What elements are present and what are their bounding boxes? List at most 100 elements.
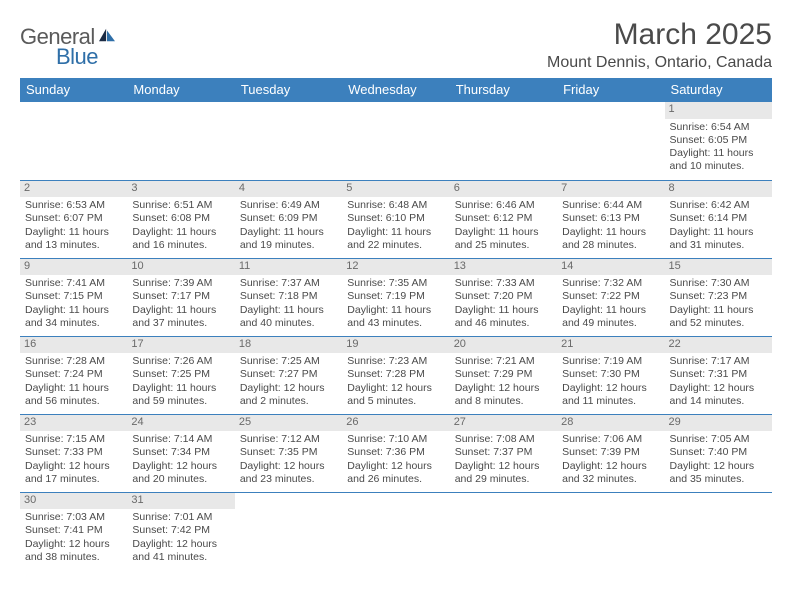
calendar-cell: 5Sunrise: 6:48 AMSunset: 6:10 PMDaylight… xyxy=(342,180,449,258)
sunset-text: Sunset: 6:09 PM xyxy=(240,212,337,225)
sunset-text: Sunset: 7:42 PM xyxy=(132,524,229,537)
sunset-text: Sunset: 7:39 PM xyxy=(562,446,659,459)
day-number: 21 xyxy=(557,337,664,354)
sunrise-text: Sunrise: 7:30 AM xyxy=(670,277,767,290)
calendar-cell xyxy=(450,102,557,180)
day-number: 8 xyxy=(665,181,772,198)
title-block: March 2025 Mount Dennis, Ontario, Canada xyxy=(547,18,772,72)
sunset-text: Sunset: 6:10 PM xyxy=(347,212,444,225)
daylight-text: Daylight: 11 hours and 13 minutes. xyxy=(25,226,122,252)
sunset-text: Sunset: 7:24 PM xyxy=(25,368,122,381)
day-number: 31 xyxy=(127,493,234,510)
calendar-cell: 30Sunrise: 7:03 AMSunset: 7:41 PMDayligh… xyxy=(20,492,127,570)
daylight-text: Daylight: 11 hours and 40 minutes. xyxy=(240,304,337,330)
calendar-cell: 6Sunrise: 6:46 AMSunset: 6:12 PMDaylight… xyxy=(450,180,557,258)
daylight-text: Daylight: 11 hours and 52 minutes. xyxy=(670,304,767,330)
daylight-text: Daylight: 11 hours and 10 minutes. xyxy=(670,147,767,173)
calendar-week: 16Sunrise: 7:28 AMSunset: 7:24 PMDayligh… xyxy=(20,336,772,414)
sunset-text: Sunset: 6:12 PM xyxy=(455,212,552,225)
day-number: 30 xyxy=(20,493,127,510)
day-number: 7 xyxy=(557,181,664,198)
sunset-text: Sunset: 7:29 PM xyxy=(455,368,552,381)
sunset-text: Sunset: 7:15 PM xyxy=(25,290,122,303)
sunrise-text: Sunrise: 7:01 AM xyxy=(132,511,229,524)
calendar-week: 2Sunrise: 6:53 AMSunset: 6:07 PMDaylight… xyxy=(20,180,772,258)
calendar-cell: 19Sunrise: 7:23 AMSunset: 7:28 PMDayligh… xyxy=(342,336,449,414)
day-number: 15 xyxy=(665,259,772,276)
daylight-text: Daylight: 12 hours and 35 minutes. xyxy=(670,460,767,486)
daylight-text: Daylight: 11 hours and 59 minutes. xyxy=(132,382,229,408)
sunset-text: Sunset: 7:19 PM xyxy=(347,290,444,303)
sunrise-text: Sunrise: 7:25 AM xyxy=(240,355,337,368)
calendar-cell: 20Sunrise: 7:21 AMSunset: 7:29 PMDayligh… xyxy=(450,336,557,414)
sunrise-text: Sunrise: 7:28 AM xyxy=(25,355,122,368)
sunrise-text: Sunrise: 6:51 AM xyxy=(132,199,229,212)
day-number: 1 xyxy=(665,102,772,119)
calendar-week: 9Sunrise: 7:41 AMSunset: 7:15 PMDaylight… xyxy=(20,258,772,336)
daylight-text: Daylight: 12 hours and 41 minutes. xyxy=(132,538,229,564)
sunrise-text: Sunrise: 7:35 AM xyxy=(347,277,444,290)
day-number: 29 xyxy=(665,415,772,432)
calendar-cell: 27Sunrise: 7:08 AMSunset: 7:37 PMDayligh… xyxy=(450,414,557,492)
sunrise-text: Sunrise: 7:26 AM xyxy=(132,355,229,368)
daylight-text: Daylight: 12 hours and 14 minutes. xyxy=(670,382,767,408)
daylight-text: Daylight: 11 hours and 49 minutes. xyxy=(562,304,659,330)
calendar-cell: 8Sunrise: 6:42 AMSunset: 6:14 PMDaylight… xyxy=(665,180,772,258)
calendar-cell xyxy=(342,492,449,570)
day-number: 28 xyxy=(557,415,664,432)
daylight-text: Daylight: 12 hours and 20 minutes. xyxy=(132,460,229,486)
sunrise-text: Sunrise: 6:44 AM xyxy=(562,199,659,212)
calendar-cell: 16Sunrise: 7:28 AMSunset: 7:24 PMDayligh… xyxy=(20,336,127,414)
sunrise-text: Sunrise: 6:53 AM xyxy=(25,199,122,212)
sunrise-text: Sunrise: 6:46 AM xyxy=(455,199,552,212)
calendar-cell: 22Sunrise: 7:17 AMSunset: 7:31 PMDayligh… xyxy=(665,336,772,414)
calendar-cell: 7Sunrise: 6:44 AMSunset: 6:13 PMDaylight… xyxy=(557,180,664,258)
day-number: 19 xyxy=(342,337,449,354)
daylight-text: Daylight: 12 hours and 29 minutes. xyxy=(455,460,552,486)
day-header: Friday xyxy=(557,78,664,102)
sunrise-text: Sunrise: 7:10 AM xyxy=(347,433,444,446)
sunset-text: Sunset: 7:28 PM xyxy=(347,368,444,381)
calendar-cell: 1Sunrise: 6:54 AMSunset: 6:05 PMDaylight… xyxy=(665,102,772,180)
sunrise-text: Sunrise: 7:12 AM xyxy=(240,433,337,446)
day-number: 14 xyxy=(557,259,664,276)
sunset-text: Sunset: 7:33 PM xyxy=(25,446,122,459)
sunrise-text: Sunrise: 7:37 AM xyxy=(240,277,337,290)
sunrise-text: Sunrise: 7:17 AM xyxy=(670,355,767,368)
calendar-cell: 12Sunrise: 7:35 AMSunset: 7:19 PMDayligh… xyxy=(342,258,449,336)
sunrise-text: Sunrise: 7:33 AM xyxy=(455,277,552,290)
daylight-text: Daylight: 12 hours and 11 minutes. xyxy=(562,382,659,408)
day-number: 20 xyxy=(450,337,557,354)
sunset-text: Sunset: 7:22 PM xyxy=(562,290,659,303)
calendar-week: 30Sunrise: 7:03 AMSunset: 7:41 PMDayligh… xyxy=(20,492,772,570)
daylight-text: Daylight: 11 hours and 22 minutes. xyxy=(347,226,444,252)
day-number: 5 xyxy=(342,181,449,198)
sunrise-text: Sunrise: 7:32 AM xyxy=(562,277,659,290)
daylight-text: Daylight: 12 hours and 17 minutes. xyxy=(25,460,122,486)
calendar-cell: 14Sunrise: 7:32 AMSunset: 7:22 PMDayligh… xyxy=(557,258,664,336)
daylight-text: Daylight: 11 hours and 43 minutes. xyxy=(347,304,444,330)
daylight-text: Daylight: 12 hours and 2 minutes. xyxy=(240,382,337,408)
daylight-text: Daylight: 11 hours and 34 minutes. xyxy=(25,304,122,330)
day-number: 27 xyxy=(450,415,557,432)
day-number: 17 xyxy=(127,337,234,354)
sunrise-text: Sunrise: 7:08 AM xyxy=(455,433,552,446)
daylight-text: Daylight: 11 hours and 37 minutes. xyxy=(132,304,229,330)
location-text: Mount Dennis, Ontario, Canada xyxy=(547,54,772,72)
header: GeneralBlue March 2025 Mount Dennis, Ont… xyxy=(20,18,772,72)
sunrise-text: Sunrise: 6:42 AM xyxy=(670,199,767,212)
calendar-cell: 11Sunrise: 7:37 AMSunset: 7:18 PMDayligh… xyxy=(235,258,342,336)
sunset-text: Sunset: 7:36 PM xyxy=(347,446,444,459)
day-header: Monday xyxy=(127,78,234,102)
sunrise-text: Sunrise: 7:23 AM xyxy=(347,355,444,368)
day-header: Tuesday xyxy=(235,78,342,102)
daylight-text: Daylight: 12 hours and 5 minutes. xyxy=(347,382,444,408)
calendar-cell xyxy=(665,492,772,570)
daylight-text: Daylight: 11 hours and 16 minutes. xyxy=(132,226,229,252)
sunrise-text: Sunrise: 6:54 AM xyxy=(670,121,767,134)
calendar-cell: 4Sunrise: 6:49 AMSunset: 6:09 PMDaylight… xyxy=(235,180,342,258)
sunset-text: Sunset: 7:30 PM xyxy=(562,368,659,381)
calendar-cell xyxy=(450,492,557,570)
calendar-cell xyxy=(20,102,127,180)
sunset-text: Sunset: 6:07 PM xyxy=(25,212,122,225)
